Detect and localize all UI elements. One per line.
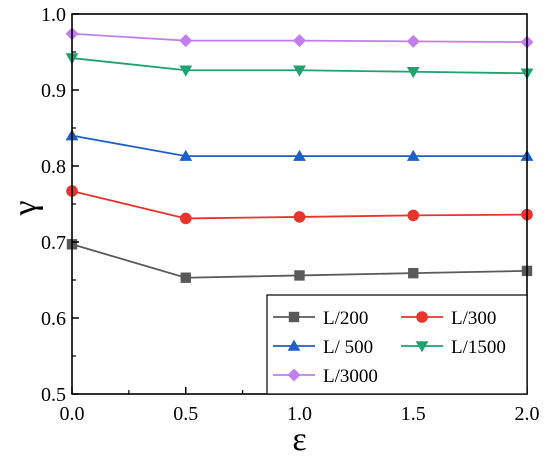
data-point-s4-4 xyxy=(406,66,420,79)
x-tick-label: 1.0 xyxy=(287,403,312,425)
axes: 0.0 0.5 1.0 1.5 2.00.50.60.70.80.91.0 xyxy=(41,4,540,425)
data-point-s3-4 xyxy=(406,149,420,161)
data-point-s1-4 xyxy=(408,267,419,279)
legend-label-4: L/1500 xyxy=(451,337,506,358)
legend-label-2: L/300 xyxy=(451,308,496,329)
data-point-s2-4 xyxy=(407,209,420,222)
legend-marker-1 xyxy=(288,311,300,323)
y-tick-label: 1.0 xyxy=(41,4,66,26)
data-point-s4-3 xyxy=(293,65,306,77)
legend-marker-5 xyxy=(287,368,301,382)
data-point-s5-3 xyxy=(293,34,306,48)
legend-label-1: L/200 xyxy=(323,308,368,329)
data-point-s3-3 xyxy=(293,149,306,161)
y-tick-label: 0.9 xyxy=(41,80,66,102)
plot-area xyxy=(65,27,534,283)
data-point-s2-3 xyxy=(293,211,306,223)
y-tick-label: 0.5 xyxy=(41,384,66,406)
data-point-s1-2 xyxy=(180,272,191,283)
y-tick-label: 0.7 xyxy=(41,232,66,254)
data-point-s2-2 xyxy=(179,212,192,225)
legend: L/200 L/300 L/ 500 L/1500 L/3000 xyxy=(266,294,528,395)
legend-label-5: L/3000 xyxy=(323,366,378,387)
legend-marker-2 xyxy=(416,311,428,323)
x-tick-label: 0.0 xyxy=(60,403,85,425)
data-point-s1-3 xyxy=(294,270,305,281)
data-point-s5-2 xyxy=(179,34,193,48)
data-point-s5-4 xyxy=(406,34,420,48)
x-axis-title: ε xyxy=(292,421,306,458)
y-tick-label: 0.8 xyxy=(41,156,66,178)
data-point-s4-2 xyxy=(179,65,193,77)
legend-box xyxy=(266,294,528,395)
legend-marker-3 xyxy=(287,339,301,351)
x-tick-label: 2.0 xyxy=(515,403,540,425)
y-axis-title: γ xyxy=(7,200,44,216)
data-point-s3-2 xyxy=(179,149,193,161)
x-tick-label: 0.5 xyxy=(173,403,198,425)
y-tick-label: 0.6 xyxy=(41,308,66,330)
x-tick-label: 1.5 xyxy=(401,403,426,425)
legend-marker-4 xyxy=(415,341,429,353)
legend-label-3: L/ 500 xyxy=(323,337,373,358)
